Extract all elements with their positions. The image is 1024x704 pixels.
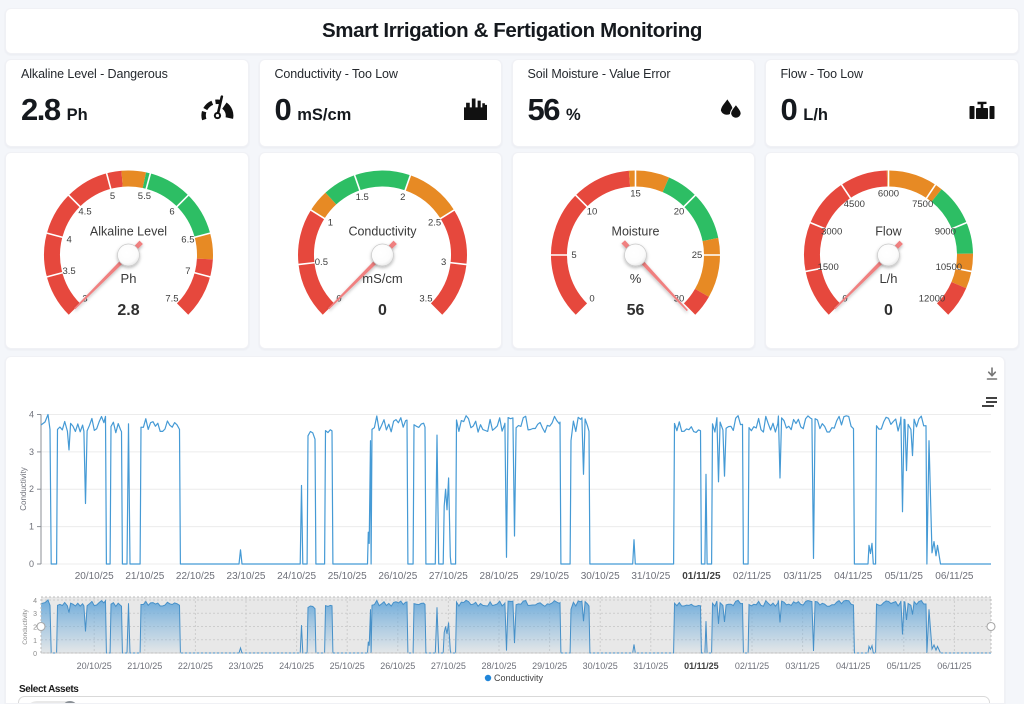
svg-text:10: 10 <box>586 207 597 218</box>
svg-text:2: 2 <box>33 625 37 632</box>
svg-text:1: 1 <box>33 638 37 645</box>
svg-text:20: 20 <box>673 207 684 218</box>
svg-text:2: 2 <box>29 484 34 494</box>
svg-text:0.5: 0.5 <box>314 257 327 268</box>
svg-text:0: 0 <box>378 302 387 319</box>
svg-text:mS/cm: mS/cm <box>362 271 402 286</box>
svg-text:06/11/25: 06/11/25 <box>937 661 971 671</box>
svg-text:6: 6 <box>169 207 174 218</box>
svg-text:12000: 12000 <box>918 294 944 305</box>
svg-text:10500: 10500 <box>935 262 961 273</box>
svg-text:28/10/25: 28/10/25 <box>480 571 519 582</box>
svg-text:29/10/25: 29/10/25 <box>530 571 569 582</box>
svg-text:24/10/25: 24/10/25 <box>277 571 316 582</box>
svg-text:5: 5 <box>110 191 115 202</box>
svg-text:5: 5 <box>571 250 576 261</box>
svg-text:0: 0 <box>33 651 37 658</box>
svg-text:Conductivity: Conductivity <box>22 609 29 645</box>
svg-text:25/10/25: 25/10/25 <box>330 661 365 671</box>
svg-text:27/10/25: 27/10/25 <box>429 571 468 582</box>
svg-text:21/10/25: 21/10/25 <box>125 571 164 582</box>
svg-text:03/11/25: 03/11/25 <box>784 571 823 582</box>
svg-text:30: 30 <box>673 294 684 305</box>
svg-text:25/10/25: 25/10/25 <box>328 571 367 582</box>
svg-text:24/10/25: 24/10/25 <box>279 661 314 671</box>
svg-text:28/10/25: 28/10/25 <box>481 661 516 671</box>
svg-text:30/10/25: 30/10/25 <box>581 571 620 582</box>
svg-text:L/h: L/h <box>879 271 897 286</box>
svg-text:4: 4 <box>29 410 34 420</box>
svg-text:04/11/25: 04/11/25 <box>836 661 870 671</box>
svg-text:1: 1 <box>29 522 34 532</box>
svg-text:9000: 9000 <box>934 227 955 238</box>
svg-text:22/10/25: 22/10/25 <box>176 571 215 582</box>
svg-text:3000: 3000 <box>821 227 842 238</box>
svg-text:31/10/25: 31/10/25 <box>633 661 668 671</box>
svg-text:Conductivity: Conductivity <box>19 467 28 511</box>
svg-text:4500: 4500 <box>843 199 864 210</box>
svg-text:0: 0 <box>884 302 893 319</box>
svg-text:1: 1 <box>327 217 332 228</box>
svg-text:01/11/25: 01/11/25 <box>682 571 721 582</box>
svg-text:2.5: 2.5 <box>427 217 440 228</box>
svg-text:Alkaline Level: Alkaline Level <box>90 225 167 239</box>
svg-text:0: 0 <box>589 294 594 305</box>
svg-text:3.5: 3.5 <box>62 266 75 277</box>
svg-text:1500: 1500 <box>817 262 838 273</box>
svg-text:7500: 7500 <box>912 199 933 210</box>
svg-text:4: 4 <box>33 598 37 605</box>
svg-text:20/10/25: 20/10/25 <box>75 571 114 582</box>
svg-text:25: 25 <box>691 250 702 261</box>
svg-text:15: 15 <box>630 189 641 200</box>
svg-text:Moisture: Moisture <box>611 225 659 239</box>
svg-text:03/11/25: 03/11/25 <box>785 661 819 671</box>
svg-text:2: 2 <box>400 192 405 203</box>
svg-text:7: 7 <box>185 266 190 277</box>
svg-text:Select Assets: Select Assets <box>19 684 79 695</box>
svg-text:29/10/25: 29/10/25 <box>532 661 567 671</box>
svg-text:Flow: Flow <box>875 225 902 239</box>
svg-text:23/10/25: 23/10/25 <box>228 661 263 671</box>
svg-text:05/11/25: 05/11/25 <box>885 571 924 582</box>
svg-text:%: % <box>629 271 641 286</box>
svg-text:3.5: 3.5 <box>419 294 432 305</box>
svg-text:3: 3 <box>440 257 445 268</box>
svg-text:26/10/25: 26/10/25 <box>380 661 415 671</box>
svg-text:06/11/25: 06/11/25 <box>935 571 974 582</box>
svg-text:4: 4 <box>66 234 71 245</box>
svg-text:1.5: 1.5 <box>355 192 368 203</box>
svg-text:20/10/25: 20/10/25 <box>77 661 112 671</box>
svg-text:22/10/25: 22/10/25 <box>178 661 213 671</box>
svg-text:01/11/25: 01/11/25 <box>684 661 719 671</box>
svg-text:56: 56 <box>626 302 644 319</box>
svg-text:7.5: 7.5 <box>165 294 178 305</box>
svg-text:21/10/25: 21/10/25 <box>127 661 162 671</box>
svg-text:26/10/25: 26/10/25 <box>378 571 417 582</box>
svg-text:3: 3 <box>33 611 37 618</box>
svg-text:4.5: 4.5 <box>78 207 91 218</box>
svg-text:02/11/25: 02/11/25 <box>733 571 772 582</box>
svg-text:05/11/25: 05/11/25 <box>887 661 921 671</box>
svg-text:04/11/25: 04/11/25 <box>834 571 873 582</box>
svg-text:27/10/25: 27/10/25 <box>431 661 466 671</box>
svg-text:3: 3 <box>29 447 34 457</box>
svg-text:2.8: 2.8 <box>117 302 139 319</box>
svg-text:Ph: Ph <box>121 271 137 286</box>
svg-text:30/10/25: 30/10/25 <box>583 661 618 671</box>
svg-text:Conductivity: Conductivity <box>494 673 544 683</box>
svg-text:6000: 6000 <box>877 189 898 200</box>
svg-text:0: 0 <box>29 559 34 569</box>
svg-text:23/10/25: 23/10/25 <box>227 571 266 582</box>
svg-text:31/10/25: 31/10/25 <box>631 571 670 582</box>
svg-text:Conductivity: Conductivity <box>348 225 417 239</box>
svg-text:02/11/25: 02/11/25 <box>735 661 769 671</box>
svg-text:6.5: 6.5 <box>181 234 194 245</box>
svg-text:5.5: 5.5 <box>138 191 151 202</box>
